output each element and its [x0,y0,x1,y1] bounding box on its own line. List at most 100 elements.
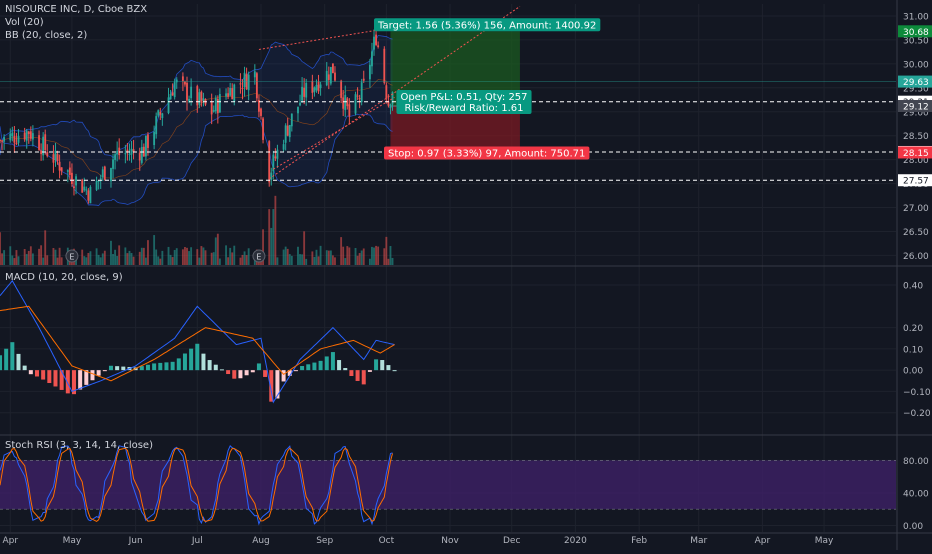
price-badge: 28.15 [898,146,932,159]
candle-body [334,72,336,81]
macd-histogram-bar [263,370,268,377]
candle [169,89,172,100]
macd-histogram-bar [213,364,218,371]
candle-body [23,132,26,140]
candle [317,74,320,94]
macd-histogram-bar [244,370,249,376]
volume-bar [171,257,174,265]
volume-bar [126,253,129,265]
candle-body [327,74,330,80]
volume-bar [184,247,186,265]
candle-body [214,97,217,112]
candle [368,58,371,88]
candle-body [282,144,285,150]
macd-histogram-bar [293,370,298,372]
macd-histogram-bar [41,370,46,380]
chart-legend: NISOURCE INC, D, Cboe BZX Vol (20) BB (2… [5,3,147,42]
macd-tick-label: 0.10 [903,345,923,355]
candle [356,87,359,100]
candle [290,113,293,132]
candle-body [385,85,388,99]
volume-bar [52,247,55,265]
volume-bar [305,258,308,265]
volume-bar [140,247,143,265]
volume-bar [356,255,359,265]
price-badge-label: 27.57 [903,177,929,187]
volume-bar [181,249,184,265]
time-tick-label: Mar [690,536,707,546]
volume-bar [188,251,190,265]
candle-body [97,180,100,182]
bb-indicator-label[interactable]: BB (20, close, 2) [5,30,88,41]
macd-indicator-label[interactable]: MACD (10, 20, close, 9) [5,272,123,283]
candle-body [319,84,322,89]
macd-histogram-bar [53,370,58,387]
candle-body [329,67,332,84]
candle [276,144,279,168]
candle-body [258,100,260,112]
volume-bar [387,258,390,265]
macd-histogram-bar [189,348,194,371]
candle-body [112,159,114,169]
volume-indicator-label[interactable]: Vol (20) [5,17,44,28]
macd-histogram-bar [238,370,243,379]
price-badge-label: 29.63 [903,78,929,88]
macd-histogram-bar [367,370,372,372]
candle-body [52,154,55,163]
volume-bar [3,250,6,265]
earnings-marker: E [65,249,79,263]
earnings-marker: E [252,249,266,263]
candle [155,112,158,139]
time-tick-label: Apr [755,536,771,546]
candle-body [383,48,386,83]
candle-body [377,45,380,47]
candle-body [243,72,246,88]
candle [46,144,49,158]
candle-body [85,189,88,191]
candle [167,87,170,115]
macd-histogram-bar [102,370,107,372]
candle-body [169,94,172,100]
candle [373,29,375,56]
candle [97,180,100,190]
volume-bar [58,247,61,265]
stoch-rsi-pane [0,444,896,526]
macd-histogram-bar [250,370,255,373]
candle-body [184,81,186,85]
symbol-title[interactable]: NISOURCE INC, D, Cboe BZX [5,4,148,15]
candle [44,129,47,155]
candle [383,46,386,85]
macd-histogram-bar [318,360,323,371]
candle [38,130,40,151]
candle-body [239,83,242,85]
stoch-indicator-label[interactable]: Stoch RSI (3, 3, 14, 14, close) [5,440,153,451]
macd-histogram-bar [121,366,126,371]
candle-body [268,141,271,183]
volume-bar [348,247,351,265]
candle-body [284,125,287,143]
volume-bar [212,252,215,265]
candle [17,128,20,146]
candle [66,169,69,183]
candle [3,134,6,150]
candle [25,128,28,149]
volume-bar [175,248,178,265]
volume-bar [83,256,86,265]
volume-bar [342,246,345,265]
price-tick-label: 29.50 [903,84,929,94]
target-label: Target: 1.56 (5.36%) 156, Amount: 1400.9… [377,20,596,31]
candle [58,154,61,179]
volume-bar [313,256,316,265]
target-label-box: Target: 1.56 (5.36%) 156, Amount: 1400.9… [374,18,601,32]
volume-bar [274,195,277,265]
candle [313,86,316,97]
macd-histogram-bar [287,370,292,376]
volume-bar [204,250,207,265]
macd-histogram-bar [71,370,76,395]
price-badge-bg [898,174,932,187]
candle [110,167,112,188]
macd-histogram-bar [47,370,52,384]
candle-body [95,180,98,190]
